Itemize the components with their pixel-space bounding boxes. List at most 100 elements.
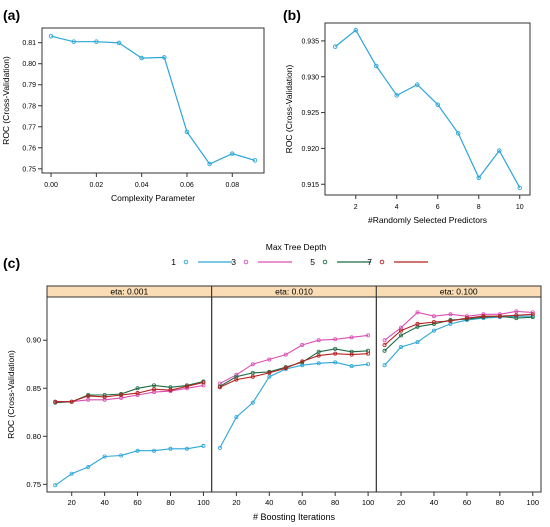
y-tick-label: 0.80 bbox=[26, 432, 41, 441]
data-point-1 bbox=[53, 483, 58, 488]
legend-title: Max Tree Depth bbox=[266, 242, 327, 252]
legend-entry-1: 1 bbox=[171, 257, 232, 267]
x-axis-label: #Randomly Selected Predictors bbox=[368, 215, 487, 225]
data-point-3 bbox=[316, 338, 321, 343]
data-point-7 bbox=[69, 399, 74, 404]
data-point-1 bbox=[135, 448, 140, 453]
legend-marker bbox=[183, 259, 189, 265]
x-tick-label: 40 bbox=[265, 498, 273, 507]
data-point-7 bbox=[119, 392, 124, 397]
chart-b: 2 4 6 8 10 0.915 0.920 0.925 0.930 0.935 #Randomly… bbox=[284, 22, 531, 225]
data-point-1 bbox=[86, 465, 91, 470]
legend-label: 5 bbox=[310, 257, 315, 267]
y-tick-label: 0.78 bbox=[22, 103, 36, 110]
x-tick-label: 20 bbox=[68, 498, 76, 507]
data-point-7 bbox=[135, 391, 140, 396]
data-point-7 bbox=[102, 394, 107, 399]
x-tick-label: 0.08 bbox=[225, 182, 239, 189]
data-point-7 bbox=[366, 351, 371, 356]
x-tick-label: 4 bbox=[395, 204, 399, 211]
data-point-3 bbox=[382, 338, 387, 343]
data-point bbox=[415, 82, 420, 87]
legend-entry-5: 5 bbox=[310, 257, 371, 267]
data-point bbox=[353, 27, 359, 33]
data-point-1 bbox=[250, 400, 255, 405]
data-point bbox=[374, 63, 379, 69]
y-tick-label: 0.76 bbox=[22, 145, 36, 152]
data-point-7 bbox=[234, 377, 239, 382]
x-tick-label: 100 bbox=[362, 498, 375, 507]
legend-entry-3: 3 bbox=[231, 257, 292, 267]
x-tick-label: 80 bbox=[331, 498, 339, 507]
data-point-5 bbox=[399, 333, 404, 338]
plot-frame bbox=[41, 27, 265, 174]
data-point bbox=[517, 185, 523, 191]
data-point-3 bbox=[250, 362, 255, 367]
x-tick-label: 80 bbox=[166, 498, 174, 507]
data-point-1 bbox=[366, 362, 371, 367]
legend-marker bbox=[379, 259, 385, 265]
x-tick-label: 0.04 bbox=[135, 182, 149, 189]
x-tick-label: 20 bbox=[397, 498, 405, 507]
data-point-1 bbox=[234, 415, 239, 420]
data-point-1 bbox=[152, 448, 157, 453]
data-point-1 bbox=[316, 361, 321, 366]
data-point-1 bbox=[415, 340, 420, 345]
facet-2: eta: 0.100 20 40 60 80 100 bbox=[375, 285, 542, 507]
data-point-7 bbox=[415, 321, 420, 326]
plot-frame bbox=[324, 22, 531, 196]
data-point bbox=[48, 33, 54, 39]
data-point bbox=[497, 148, 502, 153]
data-point-7 bbox=[349, 352, 354, 357]
legend-marker bbox=[243, 259, 249, 265]
series-line bbox=[50, 35, 256, 165]
data-point bbox=[116, 40, 122, 46]
data-point-7 bbox=[497, 314, 502, 319]
facet-title: eta: 0.010 bbox=[275, 287, 313, 297]
data-point-5 bbox=[250, 370, 255, 375]
data-point-5 bbox=[152, 383, 157, 388]
legend-entry-7: 7 bbox=[367, 257, 428, 267]
data-point-1 bbox=[102, 454, 107, 459]
data-point bbox=[435, 102, 441, 107]
facet-title: eta: 0.100 bbox=[440, 287, 478, 297]
x-axis-label: # Boosting Iterations bbox=[253, 512, 336, 522]
data-point bbox=[94, 39, 99, 44]
data-point-1 bbox=[333, 360, 338, 365]
y-tick-label: 0.81 bbox=[22, 40, 36, 47]
data-point bbox=[333, 44, 338, 49]
data-point-1 bbox=[431, 328, 436, 333]
data-point-7 bbox=[530, 312, 535, 317]
x-tick-label: 60 bbox=[133, 498, 141, 507]
data-point-1 bbox=[217, 445, 222, 450]
data-point-3 bbox=[514, 309, 519, 314]
data-point-7 bbox=[283, 366, 288, 371]
data-point bbox=[230, 151, 235, 156]
x-tick-label: 80 bbox=[496, 498, 504, 507]
facet-title: eta: 0.001 bbox=[110, 287, 148, 297]
x-tick-label: 8 bbox=[477, 204, 481, 211]
data-point-7 bbox=[267, 370, 272, 375]
series-line bbox=[334, 29, 521, 189]
data-point-3 bbox=[333, 337, 338, 342]
data-point-3 bbox=[349, 335, 354, 340]
x-tick-label: 0.00 bbox=[44, 182, 58, 189]
data-point-3 bbox=[283, 352, 288, 357]
data-point-7 bbox=[333, 351, 338, 356]
data-point-1 bbox=[119, 453, 124, 458]
data-point-7 bbox=[300, 359, 305, 364]
y-tick-label: 0.935 bbox=[301, 38, 319, 45]
data-point-3 bbox=[300, 343, 305, 348]
data-point-7 bbox=[448, 319, 453, 324]
data-point-3 bbox=[448, 312, 453, 317]
data-point-1 bbox=[201, 443, 206, 448]
series-line-3 bbox=[55, 384, 204, 403]
facet-frame bbox=[211, 296, 377, 493]
legend-label: 3 bbox=[231, 257, 236, 267]
data-point-7 bbox=[168, 388, 173, 393]
y-axis-label: ROC (Cross-Validation) bbox=[1, 56, 11, 145]
x-tick-label: 100 bbox=[197, 498, 210, 507]
chart-c: Max Tree Depth 1 3 5 7 0.75 0.80 0.85 0.90 ROC (C… bbox=[6, 242, 542, 522]
x-tick-label: 6 bbox=[436, 204, 440, 211]
chart-a: 0.00 0.02 0.04 0.06 0.08 0.75 0.76 0.77 0.78 0.79… bbox=[1, 27, 265, 203]
